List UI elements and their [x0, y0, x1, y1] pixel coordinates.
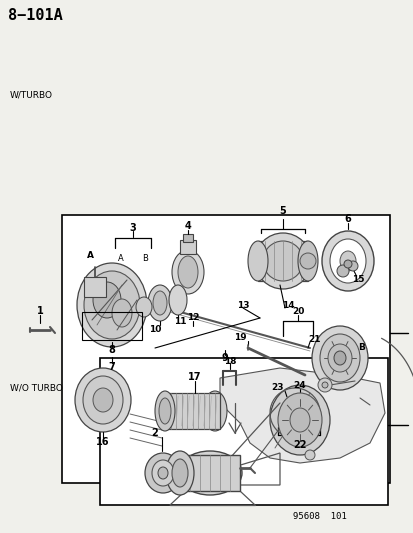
Text: 9: 9: [221, 353, 228, 363]
Polygon shape: [219, 368, 384, 463]
Text: 2: 2: [411, 328, 413, 338]
Ellipse shape: [83, 376, 123, 424]
Ellipse shape: [75, 368, 131, 432]
Bar: [100, 358, 387, 505]
Ellipse shape: [171, 250, 204, 294]
Ellipse shape: [311, 326, 367, 390]
Text: 7: 7: [108, 362, 115, 372]
Ellipse shape: [202, 391, 226, 431]
Text: 22: 22: [292, 440, 306, 450]
Text: 12: 12: [186, 313, 199, 322]
Text: 19: 19: [233, 334, 246, 343]
Text: 14: 14: [281, 301, 294, 310]
Ellipse shape: [336, 265, 348, 277]
Ellipse shape: [277, 393, 321, 447]
Text: 2: 2: [151, 428, 158, 438]
Bar: [62, 215, 389, 483]
Ellipse shape: [159, 398, 171, 424]
Ellipse shape: [84, 271, 140, 339]
Ellipse shape: [304, 450, 314, 460]
Text: 10: 10: [148, 325, 161, 334]
Ellipse shape: [247, 241, 267, 281]
Ellipse shape: [112, 299, 132, 327]
Bar: [165, 393, 219, 429]
Ellipse shape: [147, 285, 171, 321]
Ellipse shape: [136, 297, 152, 317]
Ellipse shape: [154, 391, 175, 431]
Ellipse shape: [254, 233, 310, 289]
Ellipse shape: [297, 241, 317, 281]
Ellipse shape: [166, 451, 194, 495]
Text: 13: 13: [236, 301, 249, 310]
Bar: [257, 241, 307, 281]
Text: 1: 1: [36, 306, 43, 316]
Text: 4: 4: [184, 221, 191, 231]
Ellipse shape: [289, 408, 309, 432]
Text: 6: 6: [344, 214, 351, 224]
Text: A: A: [86, 251, 93, 260]
Ellipse shape: [262, 241, 302, 281]
Ellipse shape: [152, 460, 173, 486]
Text: 95608  101: 95608 101: [292, 512, 346, 521]
Ellipse shape: [347, 261, 357, 271]
Ellipse shape: [93, 282, 121, 318]
Text: 20: 20: [291, 306, 304, 316]
Text: 15: 15: [351, 274, 363, 284]
Bar: [82, 312, 142, 340]
Ellipse shape: [321, 231, 373, 291]
Text: 3: 3: [129, 223, 136, 233]
Text: A: A: [118, 254, 123, 262]
Text: 24: 24: [293, 381, 306, 390]
Text: 8−101A: 8−101A: [8, 8, 63, 23]
Ellipse shape: [77, 263, 147, 347]
Ellipse shape: [178, 256, 197, 288]
Text: 2: 2: [411, 420, 413, 430]
Text: 18: 18: [223, 357, 236, 366]
Ellipse shape: [343, 260, 351, 268]
Bar: [180, 240, 195, 254]
Text: 16: 16: [96, 437, 109, 447]
Text: 21: 21: [308, 335, 320, 343]
Ellipse shape: [269, 385, 329, 455]
Ellipse shape: [93, 388, 113, 412]
Ellipse shape: [339, 251, 355, 271]
Text: 11: 11: [173, 318, 186, 327]
Text: 17: 17: [188, 372, 201, 382]
Bar: [180, 455, 240, 491]
Text: W/O TURBO: W/O TURBO: [10, 384, 63, 392]
Ellipse shape: [319, 334, 359, 382]
Ellipse shape: [158, 467, 168, 479]
Text: 8: 8: [108, 345, 115, 355]
Bar: [183, 234, 192, 242]
Ellipse shape: [178, 451, 242, 495]
Ellipse shape: [333, 351, 345, 365]
Text: 23: 23: [271, 383, 284, 392]
Text: W/TURBO: W/TURBO: [10, 91, 53, 100]
Ellipse shape: [169, 285, 187, 315]
Ellipse shape: [329, 239, 365, 283]
Ellipse shape: [299, 253, 315, 269]
Ellipse shape: [153, 291, 166, 315]
Text: 5: 5: [279, 206, 286, 216]
Bar: [84, 277, 106, 297]
Ellipse shape: [321, 382, 327, 388]
Ellipse shape: [317, 378, 331, 392]
Text: B: B: [358, 343, 365, 352]
Ellipse shape: [171, 459, 188, 487]
Ellipse shape: [145, 453, 180, 493]
Ellipse shape: [327, 344, 351, 372]
Text: B: B: [142, 254, 147, 262]
